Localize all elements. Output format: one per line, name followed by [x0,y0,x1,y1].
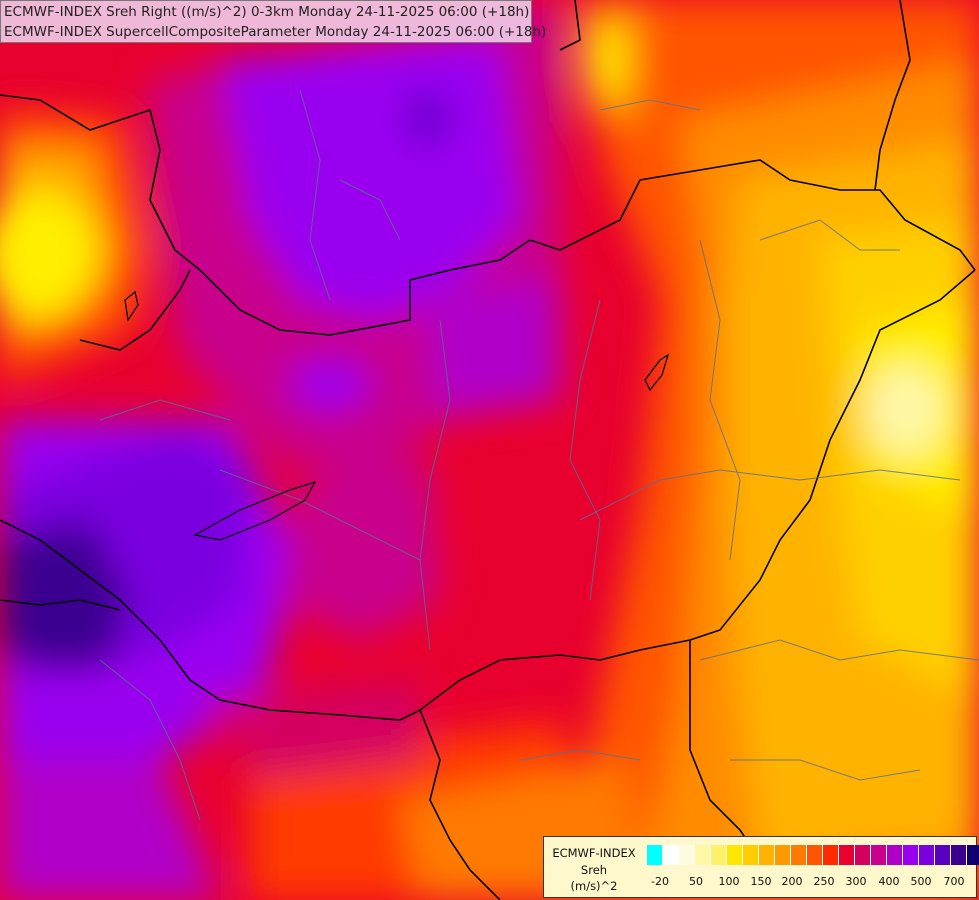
legend-swatch [903,845,919,865]
legend-swatch [663,845,679,865]
lake-outline [644,353,670,392]
legend-swatch [935,845,951,865]
legend-tick-label: 150 [750,875,772,888]
legend-tick-label: -20 [651,875,669,888]
legend-tick-label: 400 [878,875,900,888]
legend-title-line3: (m/s)^2 [570,879,618,893]
legend-swatch [839,845,855,865]
legend-swatch [647,845,663,865]
legend-tick-label: 700 [943,875,965,888]
legend-tick-label: 50 [689,875,703,888]
lake-outline [193,480,317,541]
legend-swatch [823,845,839,865]
legend-swatch [711,845,727,865]
legend-swatch [791,845,807,865]
legend-swatch [951,845,967,865]
legend-ticks: -20 50 100 150 200 250 300 400 500 700 [644,875,974,891]
legend-swatch [855,845,871,865]
legend-tick-label: 500 [910,875,932,888]
legend-title-line1: ECMWF-INDEX [552,846,636,860]
legend-swatch [887,845,903,865]
color-legend: ECMWF-INDEX Sreh (m/s)^2 -20 50 100 150 200 2… [543,836,979,898]
legend-swatch [919,845,935,865]
map-header: ECMWF-INDEX Sreh Right ((m/s)^2) 0-3km M… [0,0,546,43]
legend-swatch [743,845,759,865]
legend-tick-label: 300 [845,875,867,888]
legend-swatch [807,845,823,865]
legend-tick-label: 250 [813,875,835,888]
legend-swatches [647,845,979,865]
lake-outline [124,290,139,322]
legend-tick-label: 200 [781,875,803,888]
legend-swatch [759,845,775,865]
header-line-srh: ECMWF-INDEX Sreh Right ((m/s)^2) 0-3km M… [4,4,530,20]
legend-swatch [727,845,743,865]
header-line-scp: ECMWF-INDEX SupercellCompositeParameter … [4,24,547,40]
legend-title-line2: Sreh [580,863,608,877]
region-borders [99,89,979,821]
legend-swatch [871,845,887,865]
legend-swatch [775,845,791,865]
legend-swatch [679,845,695,865]
legend-swatch [967,845,979,865]
legend-tick-label: 100 [718,875,740,888]
legend-swatch [695,845,711,865]
